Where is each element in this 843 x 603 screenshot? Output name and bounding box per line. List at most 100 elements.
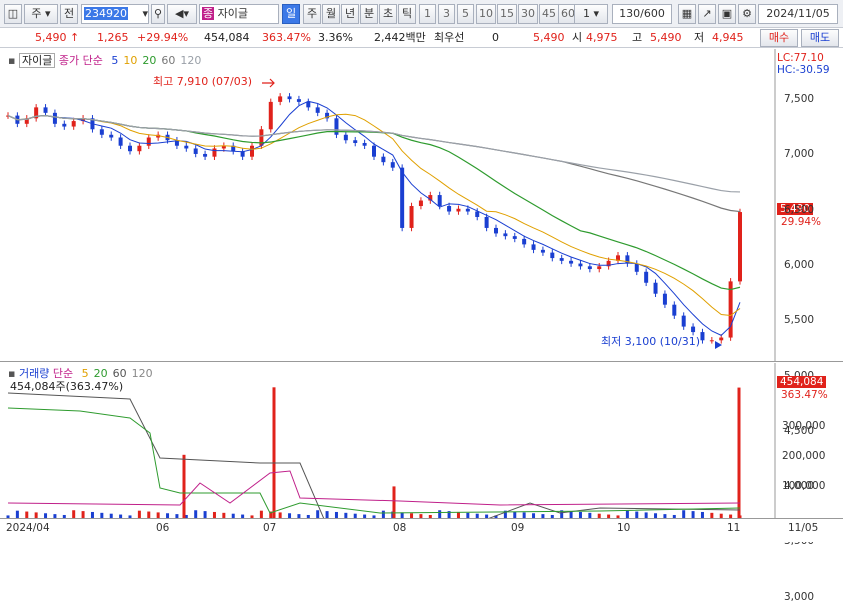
volume-bar bbox=[156, 512, 160, 518]
search-icon[interactable]: ⚲ bbox=[151, 4, 165, 24]
candle-body bbox=[522, 238, 527, 245]
candle-body bbox=[437, 195, 442, 207]
candle-body bbox=[662, 293, 667, 305]
buy-button[interactable]: 매수 bbox=[760, 29, 798, 47]
volume-bar bbox=[597, 513, 601, 518]
volume-bar bbox=[607, 514, 611, 518]
volume-bar bbox=[15, 510, 19, 518]
volume-spike-bar bbox=[737, 387, 741, 518]
volume-bar bbox=[119, 514, 123, 518]
volume-bar bbox=[184, 514, 188, 518]
candle-body bbox=[34, 107, 39, 119]
volume-bar bbox=[513, 511, 517, 518]
count-spinner[interactable]: 1 ▾ bbox=[574, 4, 608, 24]
volume-bar bbox=[166, 513, 170, 518]
candle-body bbox=[738, 212, 742, 282]
candle-body bbox=[193, 148, 198, 154]
hc-value: HC:-30.59 bbox=[777, 64, 830, 76]
stock-name-field[interactable]: 종 자이글 bbox=[199, 4, 279, 24]
price-y-tick: 5,500 bbox=[784, 314, 815, 327]
price-y-tick: 4,000 bbox=[784, 480, 815, 493]
volume-bar bbox=[278, 512, 282, 518]
interval-button-4[interactable]: 15 bbox=[497, 4, 517, 24]
volume-bar bbox=[306, 514, 310, 518]
candle-body bbox=[428, 195, 433, 201]
sound-icon[interactable]: ◀▾ bbox=[167, 4, 197, 24]
candle-body bbox=[99, 129, 104, 135]
volume-ma-line-60 bbox=[7, 407, 741, 514]
sell-button[interactable]: 매도 bbox=[801, 29, 839, 47]
interval-button-3[interactable]: 10 bbox=[476, 4, 496, 24]
candle-body bbox=[315, 107, 320, 113]
chart-line-icon[interactable]: ↗ bbox=[698, 4, 716, 24]
volume-spike-bar bbox=[182, 454, 186, 518]
candle-body bbox=[700, 332, 705, 341]
window-icon[interactable]: ◫ bbox=[4, 4, 22, 24]
interval-button-5[interactable]: 30 bbox=[518, 4, 538, 24]
date-field[interactable]: 2024/11/05 bbox=[758, 4, 838, 24]
save-icon[interactable]: ▣ bbox=[718, 4, 736, 24]
stock-code-input[interactable]: 234920 ▾ bbox=[81, 4, 149, 24]
price-chart-svg bbox=[6, 49, 776, 362]
period-button-0[interactable]: 일 bbox=[282, 4, 300, 24]
candle-body bbox=[71, 121, 76, 127]
volume-bar bbox=[682, 510, 686, 518]
price-change: 1,265 bbox=[97, 31, 129, 44]
low-price: 4,945 bbox=[712, 31, 744, 44]
price-chart[interactable]: ▪ 자이글 종가 단순 5 10 20 60 120 LC:77.10 HC:-30.5… bbox=[0, 49, 843, 603]
candle-body bbox=[484, 216, 489, 228]
period-button-3[interactable]: 년 bbox=[341, 4, 359, 24]
interval-button-0[interactable]: 1 bbox=[419, 4, 436, 24]
candle-body bbox=[146, 137, 151, 146]
volume-bar bbox=[719, 513, 723, 518]
candle-body bbox=[606, 260, 611, 267]
volume-bar bbox=[53, 514, 57, 518]
volume-bar bbox=[475, 513, 479, 518]
interval-button-2[interactable]: 5 bbox=[457, 4, 474, 24]
candle-body bbox=[296, 99, 301, 102]
volume-spike-bar bbox=[392, 486, 396, 518]
price-y-tick: 3,000 bbox=[784, 590, 815, 603]
volume-bar bbox=[372, 515, 376, 518]
candle-body bbox=[719, 337, 724, 341]
grid-icon[interactable]: ▦ bbox=[678, 4, 696, 24]
volume-pct: 363.47% bbox=[262, 31, 311, 44]
period-button-5[interactable]: 초 bbox=[379, 4, 397, 24]
interval-button-1[interactable]: 3 bbox=[438, 4, 455, 24]
period-button-1[interactable]: 주 bbox=[303, 4, 321, 24]
price-ma-legend-20: 20 bbox=[142, 54, 157, 67]
volume-bar bbox=[410, 513, 414, 518]
volume-bar bbox=[325, 511, 329, 518]
x-axis-label: 10 bbox=[617, 522, 631, 534]
volume-bar bbox=[34, 512, 38, 518]
high-annotation: 최고 7,910 (07/03) bbox=[153, 75, 253, 88]
volume-spike-bar bbox=[272, 387, 276, 518]
high-arrow-icon bbox=[262, 78, 275, 88]
price-y-tick: 4,500 bbox=[784, 424, 815, 437]
low-label: 저 bbox=[694, 31, 705, 44]
period-button-6[interactable]: 틱 bbox=[398, 4, 416, 24]
volume-chart[interactable]: ▪ 거래량 단순 5 20 60 120 454,084주(363.47%) 454,… bbox=[0, 363, 843, 534]
volume-bar bbox=[72, 510, 76, 518]
price-ma-line-5 bbox=[7, 100, 741, 336]
candle-body bbox=[456, 208, 461, 212]
period-button-4[interactable]: 분 bbox=[360, 4, 378, 24]
period-button-2[interactable]: 월 bbox=[322, 4, 340, 24]
candle-body bbox=[578, 263, 583, 267]
gear-icon[interactable]: ⚙ bbox=[738, 4, 756, 24]
candle-body bbox=[644, 271, 649, 283]
interval-button-6[interactable]: 45 bbox=[539, 4, 559, 24]
current-price-box: 5,490 bbox=[777, 203, 814, 215]
prev-toggle[interactable]: 전 bbox=[60, 4, 78, 24]
candle-body bbox=[118, 137, 123, 146]
current-volume-pct: 363.47% bbox=[781, 389, 828, 401]
x-axis-label: 2024/04 bbox=[6, 522, 50, 534]
candle-body bbox=[278, 96, 283, 102]
volume-y-tick: 200,000 bbox=[782, 450, 826, 462]
volume-ma-legend-60: 60 bbox=[112, 367, 127, 380]
volume-bar bbox=[100, 512, 104, 518]
chart-type-select[interactable]: 주 ▾ bbox=[24, 4, 58, 24]
price-y-tick: 6,000 bbox=[784, 258, 815, 271]
candle-body bbox=[728, 281, 733, 338]
